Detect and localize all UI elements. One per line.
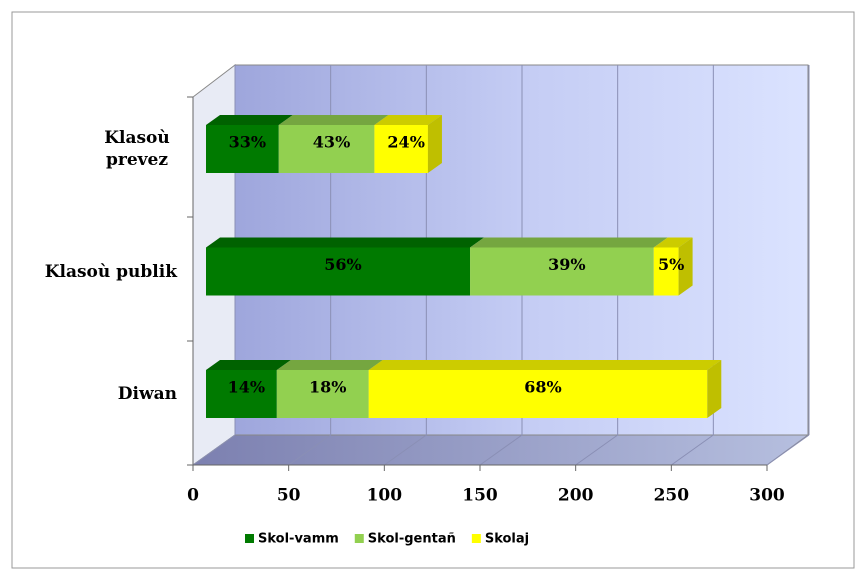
data-label: 33% — [229, 133, 266, 152]
x-tick-label: 300 — [749, 486, 785, 506]
x-tick-label: 50 — [277, 486, 301, 506]
grid-line — [384, 434, 427, 466]
bar-end — [707, 360, 722, 418]
bar — [206, 370, 277, 418]
bar-top — [206, 115, 293, 125]
grid-line — [192, 434, 236, 466]
bar — [276, 370, 369, 418]
data-label: 18% — [309, 378, 346, 397]
data-label: 56% — [324, 255, 361, 274]
category-label: Diwan — [117, 384, 177, 404]
x-tick-label: 150 — [462, 486, 498, 506]
legend-swatch — [471, 534, 481, 543]
category-label: Klasoù prevez — [104, 128, 170, 170]
grid-line — [766, 434, 810, 466]
legend-label: Skol-vamm — [258, 532, 339, 547]
data-label: 14% — [228, 378, 265, 397]
frame — [11, 11, 855, 569]
bar — [368, 370, 708, 418]
grid-line — [288, 434, 331, 466]
legend-swatch — [245, 534, 254, 543]
x-tick-label: 0 — [187, 486, 199, 506]
bar-end — [427, 115, 442, 173]
bar-top — [653, 237, 693, 248]
bar — [653, 247, 679, 296]
bar — [278, 125, 375, 173]
category-label: Klasoù publik — [44, 261, 177, 282]
x-tick-label: 200 — [558, 486, 594, 506]
x-tick-label: 250 — [654, 486, 690, 506]
bar-top — [206, 237, 485, 248]
x-tick-label: 100 — [367, 486, 403, 506]
legend-swatch — [354, 534, 364, 543]
bar-top — [278, 115, 389, 125]
legend-label: Skolaj — [485, 532, 529, 547]
data-label: 39% — [548, 255, 585, 274]
bar-top — [368, 360, 722, 370]
bar-top — [276, 360, 383, 370]
bar — [206, 247, 471, 296]
legend-label: Skol-gentañ — [368, 532, 456, 547]
grid-line — [575, 434, 618, 466]
bar-end — [678, 237, 693, 296]
grid-line — [671, 434, 714, 466]
bar — [470, 247, 654, 296]
data-label: 5% — [658, 255, 684, 274]
bar — [206, 125, 279, 173]
data-label: 43% — [313, 133, 350, 152]
grid-line — [479, 434, 523, 466]
data-label: 68% — [524, 378, 561, 397]
data-label: 24% — [387, 133, 424, 152]
bar-top — [206, 360, 291, 370]
bar-top — [374, 115, 442, 125]
bar — [374, 125, 428, 173]
bar-top — [470, 237, 668, 248]
